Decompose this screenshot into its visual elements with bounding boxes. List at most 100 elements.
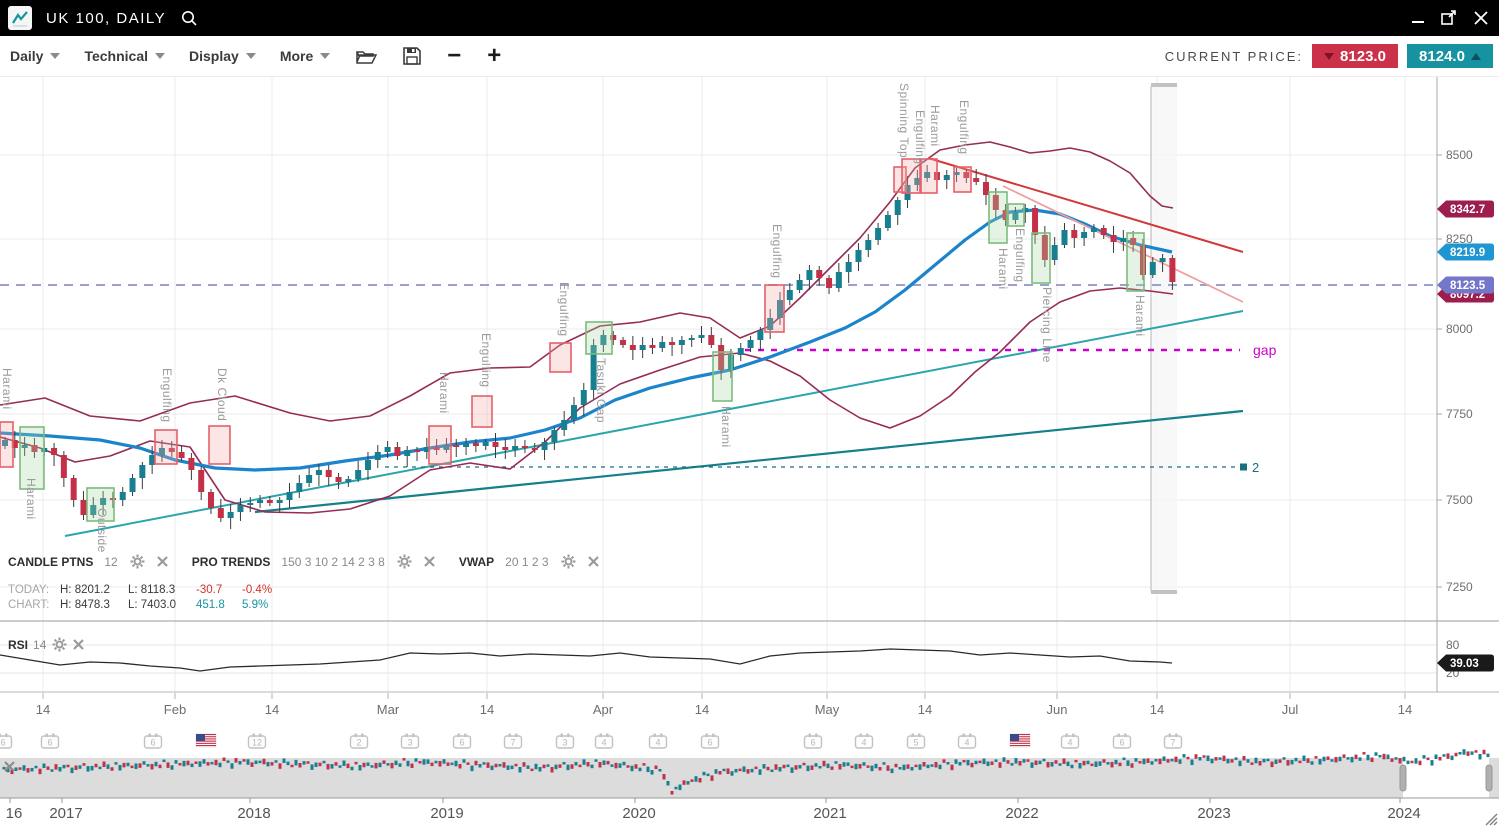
pattern-box-bear[interactable] (154, 429, 178, 465)
candle (816, 270, 823, 278)
gear-icon[interactable] (397, 554, 412, 569)
candle (1012, 212, 1019, 220)
candle (453, 445, 460, 447)
save-icon[interactable] (403, 47, 422, 65)
pattern-box-bear[interactable] (901, 158, 921, 194)
open-folder-icon[interactable] (356, 48, 378, 65)
buy-price-button[interactable]: 8124.0 (1407, 44, 1493, 68)
menu-daily[interactable]: Daily (10, 48, 61, 64)
navigator-close-icon[interactable] (3, 760, 16, 778)
navigator-left-handle[interactable] (1399, 764, 1407, 792)
close-icon[interactable] (156, 556, 168, 567)
pattern-box-bear[interactable] (764, 284, 785, 333)
sell-price-button[interactable]: 8123.0 (1312, 44, 1398, 68)
event-count: 4 (655, 738, 660, 748)
gear-icon[interactable] (130, 554, 145, 569)
pattern-box-bear[interactable] (428, 425, 452, 465)
menu-technical[interactable]: Technical (84, 48, 166, 64)
event-count: 6 (707, 738, 712, 748)
candle (1081, 232, 1088, 238)
candle (404, 450, 411, 456)
pattern-box-bull[interactable] (988, 191, 1008, 244)
calendar-event-icon[interactable] (648, 733, 668, 749)
candle (247, 503, 254, 505)
calendar-event-icon[interactable] (247, 733, 267, 749)
minimize-button[interactable] (1411, 11, 1425, 25)
candle (786, 290, 793, 300)
pattern-box-bear[interactable] (953, 166, 972, 193)
rsi-param: 14 (33, 637, 47, 652)
calendar-event-icon[interactable] (854, 733, 874, 749)
menu-display[interactable]: Display (189, 48, 256, 64)
chart-label: CHART: (8, 599, 50, 611)
calendar-event-icon[interactable] (803, 733, 823, 749)
us-flag-icon[interactable] (195, 733, 217, 748)
pattern-box-bear[interactable] (893, 166, 907, 193)
us-flag-icon[interactable] (1009, 733, 1031, 748)
zoom-in-button[interactable]: + (487, 42, 502, 69)
candle (1061, 230, 1068, 245)
candle (620, 340, 627, 345)
calendar-event-icon[interactable] (0, 733, 13, 749)
calendar-event-icon[interactable] (1163, 733, 1183, 749)
calendar-event-icon[interactable] (906, 733, 926, 749)
pattern-box-bear[interactable] (0, 421, 14, 468)
calendar-event-icon[interactable] (594, 733, 614, 749)
gear-icon[interactable] (561, 554, 576, 569)
pattern-box-bull[interactable] (1126, 232, 1145, 292)
pattern-annotation: Engulfing (160, 368, 174, 423)
calendar-event-icon[interactable] (503, 733, 523, 749)
pattern-box-bear[interactable] (208, 425, 231, 465)
pattern-box-bear[interactable] (920, 158, 938, 194)
pattern-box-bear[interactable] (471, 395, 493, 428)
pattern-box-bull[interactable] (712, 351, 733, 402)
trendline-teal-lower[interactable] (254, 409, 1244, 514)
current-price-label: CURRENT PRICE: (1164, 48, 1303, 64)
price-tag-label: 8219.9 (1450, 247, 1485, 259)
time-axis-label: 14 (1398, 702, 1412, 717)
menu-more[interactable]: More (280, 48, 331, 64)
pattern-box-bull[interactable] (1031, 232, 1051, 284)
calendar-event-icon[interactable] (555, 733, 575, 749)
pattern-box-bear[interactable] (549, 342, 572, 373)
close-icon[interactable] (73, 639, 85, 650)
pattern-box-bull[interactable] (86, 487, 115, 522)
close-icon[interactable] (424, 556, 435, 567)
pattern-box-bull[interactable] (19, 426, 45, 490)
candle (237, 505, 244, 512)
candle (757, 330, 764, 340)
gear-icon[interactable] (52, 637, 67, 652)
close-button[interactable] (1474, 10, 1489, 26)
pattern-box-bull[interactable] (1007, 203, 1025, 227)
calendar-event-icon[interactable] (1060, 733, 1080, 749)
pattern-box-bull[interactable] (585, 321, 613, 355)
candle (669, 342, 676, 345)
calendar-event-icon[interactable] (40, 733, 60, 749)
period-highlight-band[interactable] (1151, 86, 1177, 591)
zoom-out-button[interactable]: − (447, 42, 462, 69)
event-count: 4 (861, 738, 866, 748)
calendar-event-icon[interactable] (452, 733, 472, 749)
navigator-right-handle[interactable] (1485, 764, 1493, 792)
calendar-event-icon[interactable] (1112, 733, 1132, 749)
pattern-annotation: Engulfing (479, 333, 493, 388)
event-count: 6 (459, 738, 464, 748)
navigator-track[interactable] (0, 758, 1499, 798)
close-icon[interactable] (587, 556, 599, 567)
trendline-red[interactable] (927, 157, 1244, 253)
candle (551, 430, 558, 442)
calendar-event-icon[interactable] (349, 733, 369, 749)
search-icon[interactable] (180, 9, 198, 27)
pattern-annotation: Tasuki Gap (594, 358, 608, 423)
trendline-teal-upper[interactable] (64, 310, 1244, 537)
navigator-selection-window[interactable] (1403, 758, 1489, 798)
popout-button[interactable] (1441, 10, 1458, 26)
today-high: H: 8201.2 (60, 584, 110, 596)
navigator-year-label: 2024 (1387, 805, 1420, 822)
calendar-event-icon[interactable] (143, 733, 163, 749)
calendar-event-icon[interactable] (957, 733, 977, 749)
resize-grip[interactable] (1485, 813, 1498, 826)
calendar-event-icon[interactable] (700, 733, 720, 749)
calendar-event-icon[interactable] (400, 733, 420, 749)
